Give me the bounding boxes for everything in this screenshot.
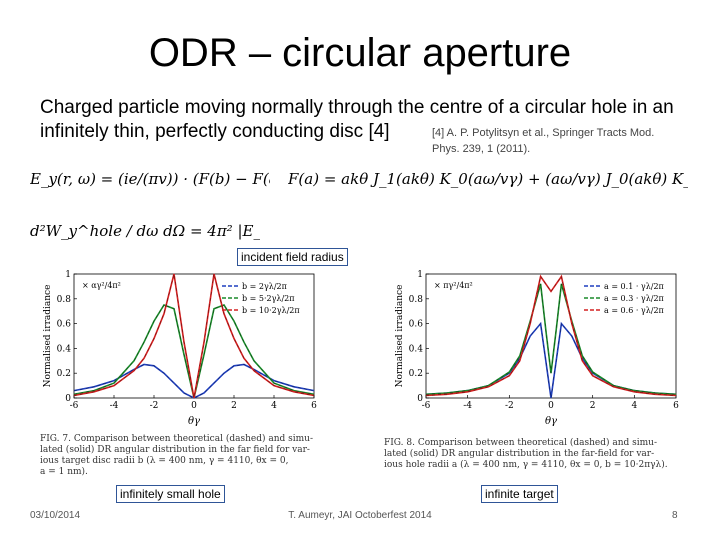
x-tick-label: 2 [231,401,237,411]
y-tick-label: 0 [417,394,423,404]
x-tick-label: -2 [505,401,514,411]
legend-label-1: b = 5·2γλ/2π [242,294,295,303]
body-text-line-1: Charged particle moving normally through… [40,97,674,118]
fig8-caption: FIG. 8. Comparison between theoretical (… [384,438,684,471]
footer-center: T. Aumeyr, JAI Octoberfest 2014 [288,510,432,521]
y-tick-label: 0.2 [409,369,423,379]
x-tick-label: -6 [70,401,79,411]
label-infinite-target: infinite target [481,485,558,503]
label-incident-field-radius: incident field radius [237,248,348,266]
x-tick-label: 2 [590,401,596,411]
fig7-caption-line-3: ious target disc radii b (λ = 400 nm, γ … [40,456,289,466]
label-infinitely-small-hole: infinitely small hole [116,485,225,503]
legend-label-2: a = 0.6 · γλ/2π [604,306,664,315]
y-tick-label: 0.6 [57,320,72,330]
y-tick-label: 0.2 [57,369,71,379]
equation-field: E_y(r, ω) = (ie/(πv)) · (F(b) − F(a)) / … [30,170,270,188]
footer-date: 03/10/2014 [30,510,81,521]
scale-note: × αγ²/4π² [82,281,121,290]
fig8-caption-line-2: lated (solid) DR angular distribution in… [384,449,655,459]
legend-label-2: b = 10·2γλ/2π [242,306,300,315]
chart-fig7: -6 -4 -2 0 2 4 6 0 0.2 0.4 0.6 0.8 1 θγ Normalised irr… [43,270,317,427]
reference-citation: [4] A. P. Potylitsyn et al., Springer Tr… [432,125,654,157]
y-tick-label: 1 [417,270,423,280]
footer-page-number: 8 [672,510,678,521]
x-tick-label: 0 [548,401,554,411]
fig8-caption-line-1: FIG. 8. Comparison between theoretical (… [384,438,657,448]
legend-label-0: b = 2γλ/2π [242,282,287,291]
x-axis-label: θγ [545,416,557,427]
x-tick-label: -6 [422,401,431,411]
series-line-0 [73,363,315,399]
x-tick-label: 0 [191,401,197,411]
series-line-1 [73,304,315,399]
plot-frame [73,273,315,399]
x-tick-label: 4 [631,401,637,411]
y-tick-label: 1 [65,270,71,280]
series-theory-0 [425,323,677,399]
x-tick-label: -4 [110,401,119,411]
series-theory-1 [73,304,315,399]
series-theory-2 [73,273,315,399]
legend-label-1: a = 0.3 · γλ/2π [604,294,664,303]
y-tick-label: 0.6 [409,320,424,330]
x-tick-label: 6 [311,401,317,411]
equation-F: F(a) = akθ J_1(akθ) K_0(aω/vγ) + (aω/vγ)… [288,170,688,188]
equation-spectrum: d²W_y^hole / dω dΩ = 4π² |E_y|² [30,222,260,240]
slide-title: ODR – circular aperture [148,31,572,75]
chart-fig8: -6 -4 -2 0 2 4 6 0 0.2 0.4 0.6 0.8 1 θγ Normalised irr… [395,270,679,427]
series-line-2 [73,273,315,399]
fig7-caption-line-2: lated (solid) DR angular distribution in… [40,445,310,455]
y-tick-label: 0.4 [409,344,424,354]
fig8-caption-line-3: ious hole radii a (λ = 400 nm, γ = 4110,… [384,460,668,470]
fig7-caption-line-1: FIG. 7. Comparison between theoretical (… [40,434,313,444]
scale-note: × πγ²/4π² [434,281,473,290]
legend-label-0: a = 0.1 · γλ/2π [604,282,664,291]
x-tick-label: -2 [150,401,159,411]
body-text-line-2: infinitely thin, perfectly conducting di… [40,121,390,142]
series-line-0 [425,321,677,399]
x-axis-label: θγ [188,416,200,427]
y-tick-label: 0.4 [57,344,72,354]
y-axis-label: Normalised irradiance [395,285,405,388]
y-axis-label: Normalised irradiance [43,285,53,388]
reference-line-1: [4] A. P. Potylitsyn et al., Springer Tr… [432,127,655,139]
x-tick-label: -4 [463,401,472,411]
x-tick-label: 4 [271,401,277,411]
y-tick-label: 0.8 [57,295,72,305]
y-tick-label: 0 [65,394,71,404]
fig7-caption-line-4: a = 1 nm). [40,467,88,477]
fig7-caption: FIG. 7. Comparison between theoretical (… [40,434,340,478]
x-tick-label: 6 [673,401,679,411]
series-theory-2 [425,275,677,396]
reference-line-2: Phys. 239, 1 (2011). [432,143,531,155]
series-theory-1 [425,283,677,395]
y-tick-label: 0.8 [409,295,424,305]
